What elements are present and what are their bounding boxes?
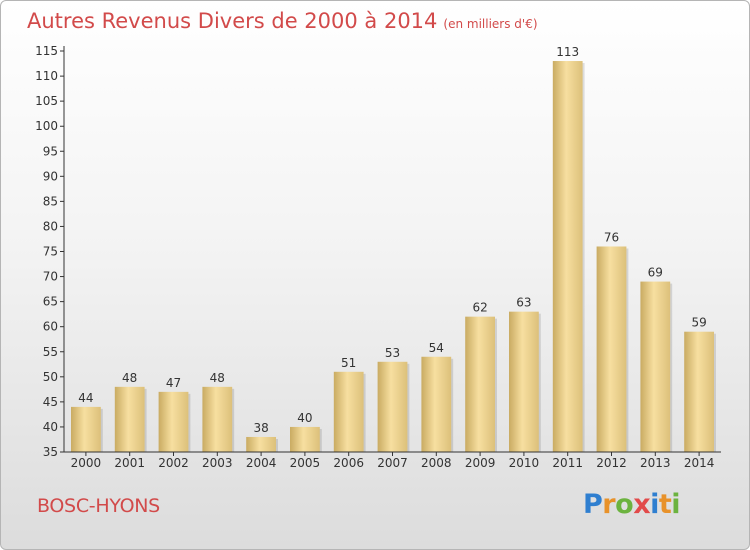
proxiti-logo: Proxiti xyxy=(583,489,681,520)
bar-2001 xyxy=(114,386,145,452)
bar-2004 xyxy=(246,436,276,452)
y-tick-label-105: 105 xyxy=(35,94,58,108)
y-axis-labels: 35 40 45 50 55 60 65 70 75 80 85 90 95 100 105 110 115 xyxy=(35,44,58,459)
y-tick-label-65: 65 xyxy=(43,295,58,309)
bar-2005 xyxy=(290,426,320,452)
value-labels: 44 48 47 48 38 40 51 53 54 62 63 113 76 69 59 xyxy=(78,45,706,435)
x-tick-label-2007: 2007 xyxy=(377,456,408,470)
bar-2014 xyxy=(684,331,714,452)
value-label-2004: 38 xyxy=(253,421,268,435)
chart-title: Autres Revenus Divers de 2000 à 2014 (en … xyxy=(27,9,538,33)
y-tick-label-45: 45 xyxy=(43,395,58,409)
logo-letter: i xyxy=(650,489,659,520)
x-tick-label-2002: 2002 xyxy=(158,456,189,470)
commune-name: BOSC-HYONS xyxy=(37,495,160,517)
y-tick-label-55: 55 xyxy=(43,345,58,359)
y-tick-label-80: 80 xyxy=(43,219,58,233)
y-tick-label-35: 35 xyxy=(43,445,58,459)
value-label-2013: 69 xyxy=(648,266,663,280)
y-tick-label-85: 85 xyxy=(43,194,58,208)
bar-2010 xyxy=(509,311,539,452)
y-tick-label-70: 70 xyxy=(43,270,58,284)
bar-2012 xyxy=(596,246,627,452)
x-tick-label-2004: 2004 xyxy=(246,456,277,470)
x-axis-labels: 2000 2001 2002 2003 2004 2005 2006 2007 2008 2009… xyxy=(71,456,715,470)
value-label-2008: 54 xyxy=(429,341,444,355)
value-label-2006: 51 xyxy=(341,356,356,370)
x-tick-label-2000: 2000 xyxy=(71,456,102,470)
y-tick-label-40: 40 xyxy=(43,420,58,434)
value-label-2000: 44 xyxy=(78,391,93,405)
logo-letter: r xyxy=(602,489,616,520)
y-tick-label-95: 95 xyxy=(43,144,58,158)
value-label-2014: 59 xyxy=(691,316,706,330)
logo-letter: i xyxy=(671,489,681,520)
logo-letter: x xyxy=(633,489,651,520)
logo-letter: P xyxy=(583,489,603,520)
bar-2002 xyxy=(158,391,189,452)
y-tick-label-110: 110 xyxy=(35,69,58,83)
value-label-2012: 76 xyxy=(604,230,619,244)
value-label-2011: 113 xyxy=(556,45,579,59)
bar-2000 xyxy=(71,406,101,452)
value-label-2005: 40 xyxy=(297,411,312,425)
x-tick-label-2001: 2001 xyxy=(114,456,145,470)
logo-letter: t xyxy=(658,489,672,520)
chart-subtitle: (en milliers d'€) xyxy=(443,17,538,31)
y-tick-label-60: 60 xyxy=(43,320,58,334)
y-tick-label-75: 75 xyxy=(43,245,58,259)
y-tick-label-100: 100 xyxy=(35,119,58,133)
bar-2006 xyxy=(333,371,364,452)
x-tick-label-2006: 2006 xyxy=(333,456,364,470)
x-tick-label-2009: 2009 xyxy=(465,456,496,470)
logo-letter: o xyxy=(615,489,634,520)
value-label-2002: 47 xyxy=(166,376,181,390)
y-axis-ticks xyxy=(60,50,64,453)
x-tick-label-2008: 2008 xyxy=(421,456,452,470)
y-tick-label-115: 115 xyxy=(35,44,58,58)
y-tick-label-90: 90 xyxy=(43,169,58,183)
x-tick-label-2011: 2011 xyxy=(552,456,583,470)
bar-2008 xyxy=(421,356,452,452)
bar-2007 xyxy=(377,361,408,452)
bar-2009 xyxy=(465,316,495,452)
bar-2013 xyxy=(640,281,671,452)
bar-2011 xyxy=(552,61,583,453)
chart-title-text: Autres Revenus Divers de 2000 à 2014 xyxy=(27,9,438,33)
x-tick-label-2012: 2012 xyxy=(596,456,627,470)
value-label-2009: 62 xyxy=(472,301,487,315)
x-tick-label-2003: 2003 xyxy=(202,456,233,470)
x-axis-ticks xyxy=(85,452,700,456)
value-label-2010: 63 xyxy=(516,296,531,310)
x-tick-label-2005: 2005 xyxy=(290,456,321,470)
bar-2003 xyxy=(202,386,233,452)
value-label-2001: 48 xyxy=(122,371,137,385)
value-label-2003: 48 xyxy=(210,371,225,385)
x-tick-label-2010: 2010 xyxy=(509,456,540,470)
value-label-2007: 53 xyxy=(385,346,400,360)
x-tick-label-2013: 2013 xyxy=(640,456,671,470)
y-tick-label-50: 50 xyxy=(43,370,58,384)
bars-group xyxy=(71,61,716,453)
x-tick-label-2014: 2014 xyxy=(684,456,715,470)
